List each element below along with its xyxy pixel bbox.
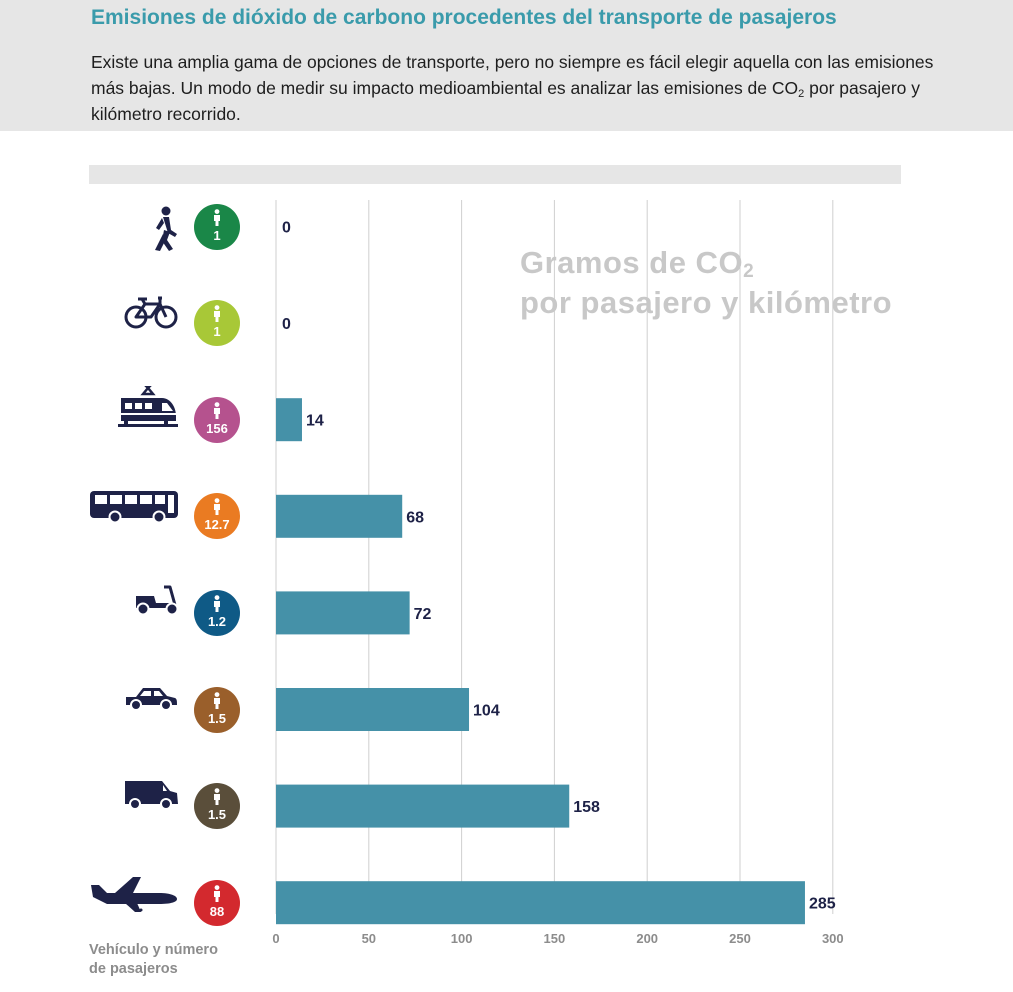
passenger-badge: 1 (194, 203, 240, 250)
chart-title: Emisiones de dióxido de carbono proceden… (91, 6, 837, 29)
van-icon (125, 781, 178, 810)
airplane-icon (91, 877, 177, 912)
person-icon (214, 595, 220, 612)
x-tick-label: 250 (729, 931, 751, 946)
data-label: 72 (414, 606, 432, 623)
decorative-band (89, 165, 901, 184)
x-axis-label: Vehículo y número de pasajeros (89, 941, 289, 979)
passenger-count: 12.7 (204, 517, 230, 533)
person-icon (214, 498, 220, 516)
y-axis-title-subscript: 2 (743, 261, 755, 282)
bar (276, 688, 470, 731)
y-axis-title-line1: Gramos de CO2 (520, 243, 892, 283)
bicycle-icon (124, 296, 178, 329)
passenger-count: 1.2 (207, 613, 227, 629)
y-axis-title-line2: por pasajero y kilómetro (520, 285, 893, 320)
bar (276, 881, 805, 925)
walking-icon (155, 206, 177, 251)
person-icon (214, 208, 220, 226)
data-label: 14 (306, 413, 324, 430)
passenger-badge: 88 (194, 879, 240, 926)
car-icon (126, 688, 177, 711)
x-tick-label: 50 (362, 931, 376, 946)
passenger-count: 1 (213, 324, 221, 340)
bus-icon (90, 491, 178, 523)
person-icon (214, 884, 220, 902)
x-tick-label: 150 (544, 931, 566, 946)
data-label: 285 (809, 896, 836, 913)
data-label: 0 (282, 220, 291, 237)
intro-text-end: por pasajero y kilómetro recorrido. (91, 78, 921, 124)
bar (276, 494, 403, 538)
header: Emisiones de dióxido de carbono proceden… (0, 0, 1013, 131)
bar (276, 784, 570, 828)
passenger-count: 1.5 (207, 807, 227, 823)
passenger-badge: 1.5 (194, 686, 240, 733)
x-tick-label: 0 (272, 931, 279, 946)
passenger-badge: 1 (194, 300, 240, 347)
person-icon (214, 401, 220, 419)
x-axis-label-line1: Vehículo y número (89, 942, 218, 958)
bar (276, 591, 410, 635)
person-icon (214, 691, 220, 709)
passenger-count: 1.5 (207, 710, 227, 726)
person-icon (214, 788, 220, 806)
y-axis-title-text: Gramos de CO (520, 245, 744, 280)
y-axis-title: Gramos de CO2 por pasajero y kilómetro (520, 243, 892, 323)
passenger-count: 156 (206, 420, 228, 436)
intro-subscript: 2 (798, 88, 805, 100)
x-axis-label-line2: de pasajeros (89, 961, 178, 977)
person-icon (214, 305, 220, 323)
data-label: 68 (406, 509, 424, 526)
train-icon (118, 386, 178, 427)
passenger-count: 88 (209, 903, 225, 919)
x-tick-label: 300 (822, 931, 844, 946)
bar (276, 398, 302, 442)
passenger-badge: 12.7 (194, 493, 240, 540)
passenger-badge: 1.2 (194, 589, 240, 636)
intro-text: Existe una amplia gama de opciones de tr… (91, 49, 951, 127)
passenger-count: 1 (213, 227, 221, 243)
data-label: 0 (282, 316, 291, 333)
scooter-icon (136, 585, 179, 616)
data-label: 158 (573, 799, 600, 816)
passenger-badge: 1.5 (194, 783, 240, 830)
data-label: 104 (473, 703, 500, 720)
x-tick-label: 200 (636, 931, 658, 946)
x-tick-label: 100 (451, 931, 473, 946)
intro-text-main: Existe una amplia gama de opciones de tr… (91, 52, 934, 98)
passenger-badge: 156 (194, 396, 240, 443)
